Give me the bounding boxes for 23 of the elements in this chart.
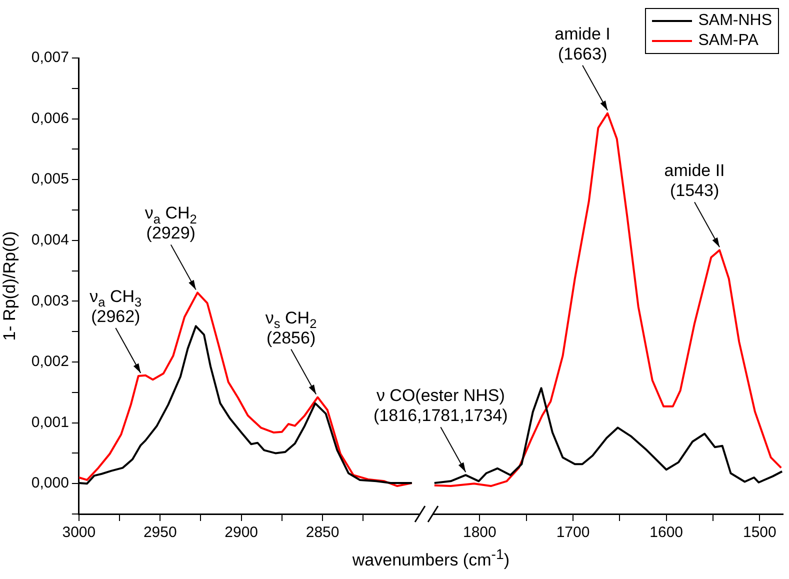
y-tick-label: 0,006 [31, 110, 69, 127]
y-tick-label: 0,004 [31, 232, 69, 249]
y-axis-title: 1- Rp(d)/Rp(0) [0, 231, 19, 341]
x-tick-label: 2950 [143, 524, 177, 542]
x-tick-label: 1500 [742, 524, 776, 542]
x-tick-label: 3000 [62, 524, 96, 542]
y-tick-label: 0,001 [31, 414, 69, 431]
x-axis-title: wavenumbers (cm$^{-1}$) [352, 547, 510, 571]
x-tick-label: 1800 [462, 524, 496, 542]
x-tick-label: 1700 [556, 524, 590, 542]
y-tick-label: 0,005 [31, 170, 69, 188]
annotation: amide I (1663) [554, 24, 610, 64]
x-tick-label: 2900 [224, 524, 258, 542]
legend-label: SAM-PA [698, 32, 758, 50]
legend-label: SAM-NHS [698, 12, 772, 30]
y-tick-label: 0,003 [31, 292, 69, 310]
x-tick-label: 1600 [650, 524, 684, 542]
x-tick-label: 2850 [306, 524, 340, 542]
y-tick-label: 0,007 [31, 49, 69, 66]
y-tick-label: 0,000 [31, 474, 69, 492]
y-tick-label: 0,002 [31, 353, 69, 370]
annotation: ν CO(ester NHS) (1816,1781,1734) [374, 386, 508, 426]
annotation: amide II (1543) [664, 161, 725, 200]
